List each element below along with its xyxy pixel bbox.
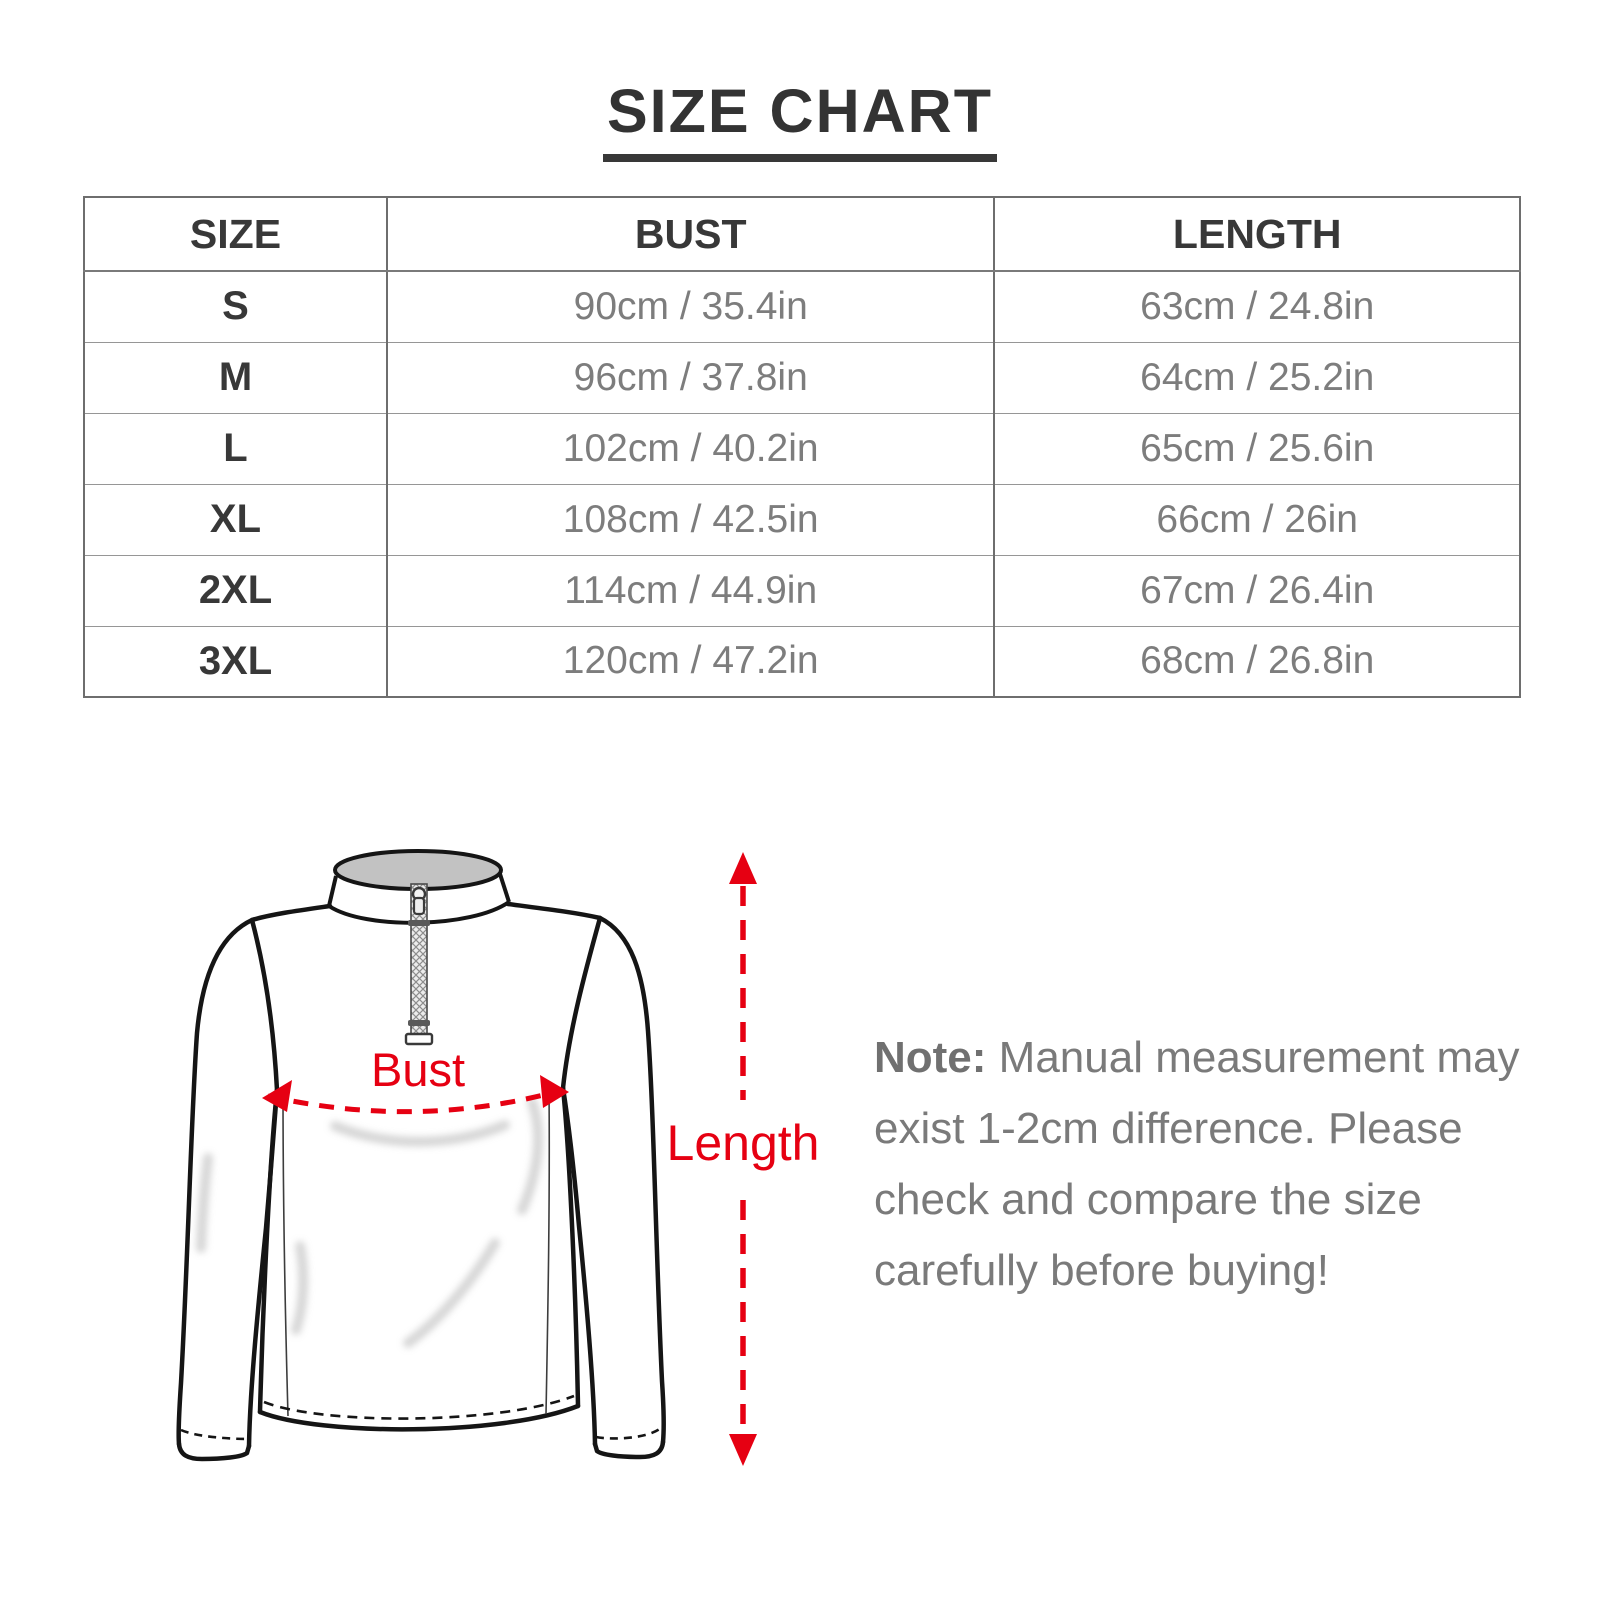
table-row: 2XL 114cm / 44.9in 67cm / 26.4in [83,554,1521,627]
garment-outline [176,901,666,1462]
column-header-size: SIZE [83,196,388,272]
stitch-lines [180,1394,662,1441]
column-header-length: LENGTH [993,196,1521,272]
length-value: 65cm / 25.6in [993,412,1521,485]
length-arrow-up [729,852,757,884]
bust-value: 96cm / 37.8in [385,341,995,414]
column-header-bust: BUST [385,196,995,272]
table-row: L 102cm / 40.2in 65cm / 25.6in [83,412,1521,485]
size-value: S [83,270,388,343]
page-title: SIZE CHART [603,76,997,162]
bust-value: 114cm / 44.9in [385,554,995,627]
garment-diagram: Bust [176,849,666,1462]
zipper [404,883,434,1046]
length-value: 68cm / 26.8in [993,625,1521,698]
bust-value: 108cm / 42.5in [385,483,995,556]
bust-measure: Bust [262,1043,569,1115]
length-label: Length [667,1115,820,1171]
title-wrap: SIZE CHART [0,76,1600,162]
bust-label: Bust [371,1043,465,1096]
note-text: Note: Manual measurement may exist 1-2cm… [874,1022,1534,1306]
size-value: 3XL [83,625,388,698]
size-value: M [83,341,388,414]
size-value: 2XL [83,554,388,627]
length-value: 63cm / 24.8in [993,270,1521,343]
note-body: Manual measurement may exist 1-2cm diffe… [874,1033,1520,1295]
bust-arrow-left [262,1080,292,1112]
seam-lines [282,1089,551,1417]
table-header-row: SIZE BUST LENGTH [83,196,1521,272]
table-row: M 96cm / 37.8in 64cm / 25.2in [83,341,1521,414]
fabric-shading [196,1097,544,1348]
bust-arrow-right [540,1075,569,1108]
table-row: XL 108cm / 42.5in 66cm / 26in [83,483,1521,556]
zipper-stop [408,1020,430,1026]
bust-value: 120cm / 47.2in [385,625,995,698]
length-value: 66cm / 26in [993,483,1521,556]
note-label: Note: [874,1033,987,1082]
size-value: L [83,412,388,485]
bust-value: 90cm / 35.4in [385,270,995,343]
size-table: SIZE BUST LENGTH S 90cm / 35.4in 63cm / … [83,196,1521,698]
length-value: 64cm / 25.2in [993,341,1521,414]
bust-value: 102cm / 40.2in [385,412,995,485]
bust-dashed-line [267,1087,564,1115]
table-row: S 90cm / 35.4in 63cm / 24.8in [83,270,1521,343]
size-value: XL [83,483,388,556]
length-arrow-down [729,1434,757,1466]
length-value: 67cm / 26.4in [993,554,1521,627]
zipper-slider [408,920,430,926]
length-measure: Length [667,852,820,1466]
table-row: 3XL 120cm / 47.2in 68cm / 26.8in [83,625,1521,698]
